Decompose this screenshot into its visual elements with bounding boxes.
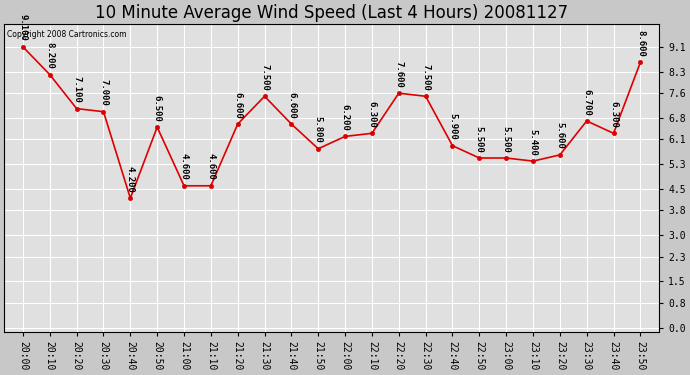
Text: 4.600: 4.600 bbox=[179, 153, 188, 180]
Text: 9.100: 9.100 bbox=[19, 15, 28, 41]
Text: 7.000: 7.000 bbox=[99, 79, 108, 106]
Text: 5.500: 5.500 bbox=[502, 126, 511, 153]
Text: 8.600: 8.600 bbox=[636, 30, 645, 57]
Text: 6.500: 6.500 bbox=[152, 95, 161, 122]
Text: Copyright 2008 Cartronics.com: Copyright 2008 Cartronics.com bbox=[8, 30, 127, 39]
Text: 6.600: 6.600 bbox=[233, 92, 242, 118]
Text: 4.200: 4.200 bbox=[126, 166, 135, 193]
Text: 6.300: 6.300 bbox=[368, 101, 377, 128]
Text: 5.500: 5.500 bbox=[475, 126, 484, 153]
Text: 6.300: 6.300 bbox=[609, 101, 618, 128]
Text: 6.200: 6.200 bbox=[341, 104, 350, 131]
Text: 4.600: 4.600 bbox=[206, 153, 215, 180]
Text: 8.200: 8.200 bbox=[46, 42, 55, 69]
Text: 7.500: 7.500 bbox=[421, 64, 430, 91]
Text: 7.100: 7.100 bbox=[72, 76, 81, 103]
Text: 5.900: 5.900 bbox=[448, 113, 457, 140]
Text: 5.800: 5.800 bbox=[314, 116, 323, 143]
Text: 7.500: 7.500 bbox=[260, 64, 269, 91]
Text: 7.600: 7.600 bbox=[394, 61, 403, 88]
Title: 10 Minute Average Wind Speed (Last 4 Hours) 20081127: 10 Minute Average Wind Speed (Last 4 Hou… bbox=[95, 4, 569, 22]
Text: 6.600: 6.600 bbox=[287, 92, 296, 118]
Text: 5.600: 5.600 bbox=[555, 123, 564, 149]
Text: 5.400: 5.400 bbox=[529, 129, 538, 156]
Text: 6.700: 6.700 bbox=[582, 88, 591, 116]
